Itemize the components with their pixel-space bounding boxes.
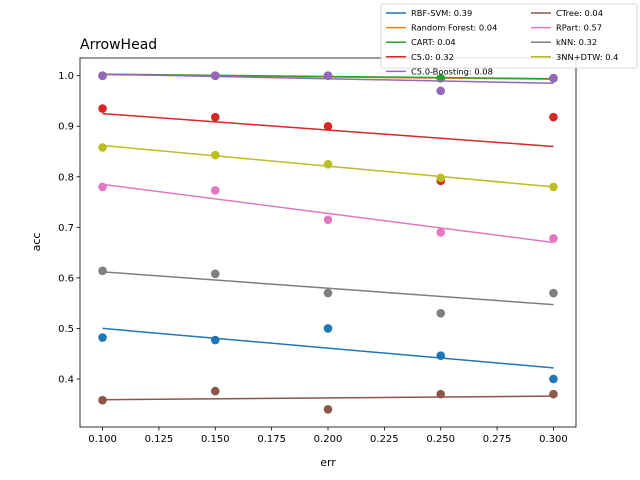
data-point: [98, 104, 107, 113]
x-axis: 0.100 0.125 0.150 0.175 0.200 0.225 0.250 0.275…: [88, 427, 568, 445]
data-point: [210, 71, 220, 80]
series-group: [98, 266, 558, 318]
trend-line: [102, 327, 554, 369]
series-group: [98, 182, 558, 244]
data-point: [98, 266, 107, 276]
y-tick-label: 0.9: [58, 122, 74, 133]
series-group: [98, 71, 558, 96]
legend-label: CTree: 0.04: [556, 8, 603, 18]
y-tick-label: 0.8: [58, 172, 74, 183]
legend-label: RPart: 0.57: [556, 23, 602, 33]
legend-label: Random Forest: 0.04: [411, 23, 497, 33]
legend-label: CART: 0.04: [411, 37, 456, 47]
x-tick-label: 0.225: [370, 434, 399, 445]
y-axis: 0.4 0.5 0.6 0.7 0.8 0.9 1.0: [58, 71, 80, 385]
trend-line: [102, 271, 554, 306]
data-point: [210, 335, 220, 345]
y-axis-label: acc: [30, 233, 43, 252]
data-point: [323, 405, 333, 414]
legend-label: RBF-SVM: 0.39: [411, 8, 472, 18]
data-point: [210, 186, 220, 195]
data-point: [436, 173, 446, 183]
series-group: [98, 386, 558, 414]
data-point: [549, 234, 558, 243]
x-tick-label: 0.275: [483, 434, 512, 445]
y-tick-label: 0.5: [58, 324, 74, 335]
x-tick-label: 0.100: [88, 434, 117, 445]
trend-line: [102, 112, 554, 148]
x-tick-label: 0.125: [145, 434, 174, 445]
trend-line: [102, 395, 554, 401]
x-axis-label: err: [320, 456, 336, 469]
data-point: [210, 150, 220, 160]
legend-label: 3NN+DTW: 0.4: [556, 52, 618, 62]
x-tick-label: 0.200: [314, 434, 343, 445]
data-point: [323, 324, 333, 333]
series-group: [98, 324, 558, 384]
trend-line: [102, 73, 554, 85]
data-point: [323, 288, 333, 298]
data-point: [436, 308, 446, 318]
data-point: [323, 215, 333, 225]
x-tick-label: 0.300: [539, 434, 568, 445]
y-tick-label: 0.6: [58, 273, 74, 284]
y-tick-label: 0.4: [58, 374, 74, 385]
trend-line: [102, 183, 554, 244]
plot-area: [98, 71, 558, 414]
data-point: [436, 86, 446, 96]
trend-line: [102, 144, 554, 188]
x-tick-label: 0.150: [201, 434, 230, 445]
plot-frame: [79, 57, 577, 428]
data-point: [98, 395, 107, 405]
data-point: [549, 288, 558, 298]
data-point: [210, 269, 220, 279]
data-point: [210, 386, 220, 396]
data-point: [323, 71, 333, 80]
legend-label: C5.0: 0.32: [411, 52, 454, 62]
data-point: [436, 228, 446, 237]
data-point: [323, 121, 333, 131]
data-point: [549, 112, 558, 122]
x-tick-label: 0.250: [426, 434, 455, 445]
data-point: [98, 71, 107, 80]
legend-label: kNN: 0.32: [556, 37, 597, 47]
data-point: [98, 333, 107, 342]
data-point: [549, 389, 558, 399]
legend: RBF-SVM: 0.39 Random Forest: 0.04 CART: 0.…: [380, 3, 638, 76]
data-point: [98, 143, 107, 152]
data-point: [549, 374, 558, 384]
data-point: [210, 112, 220, 122]
data-point: [98, 182, 107, 192]
chart-title: ArrowHead: [80, 37, 157, 53]
x-tick-label: 0.175: [257, 434, 286, 445]
series-group: [98, 143, 558, 192]
legend-label: C5.0-Boosting: 0.08: [411, 66, 493, 76]
y-tick-label: 1.0: [58, 71, 74, 82]
series-group: [98, 104, 558, 186]
data-point: [549, 73, 558, 83]
legend-frame: [380, 3, 638, 69]
y-tick-label: 0.7: [58, 223, 74, 234]
